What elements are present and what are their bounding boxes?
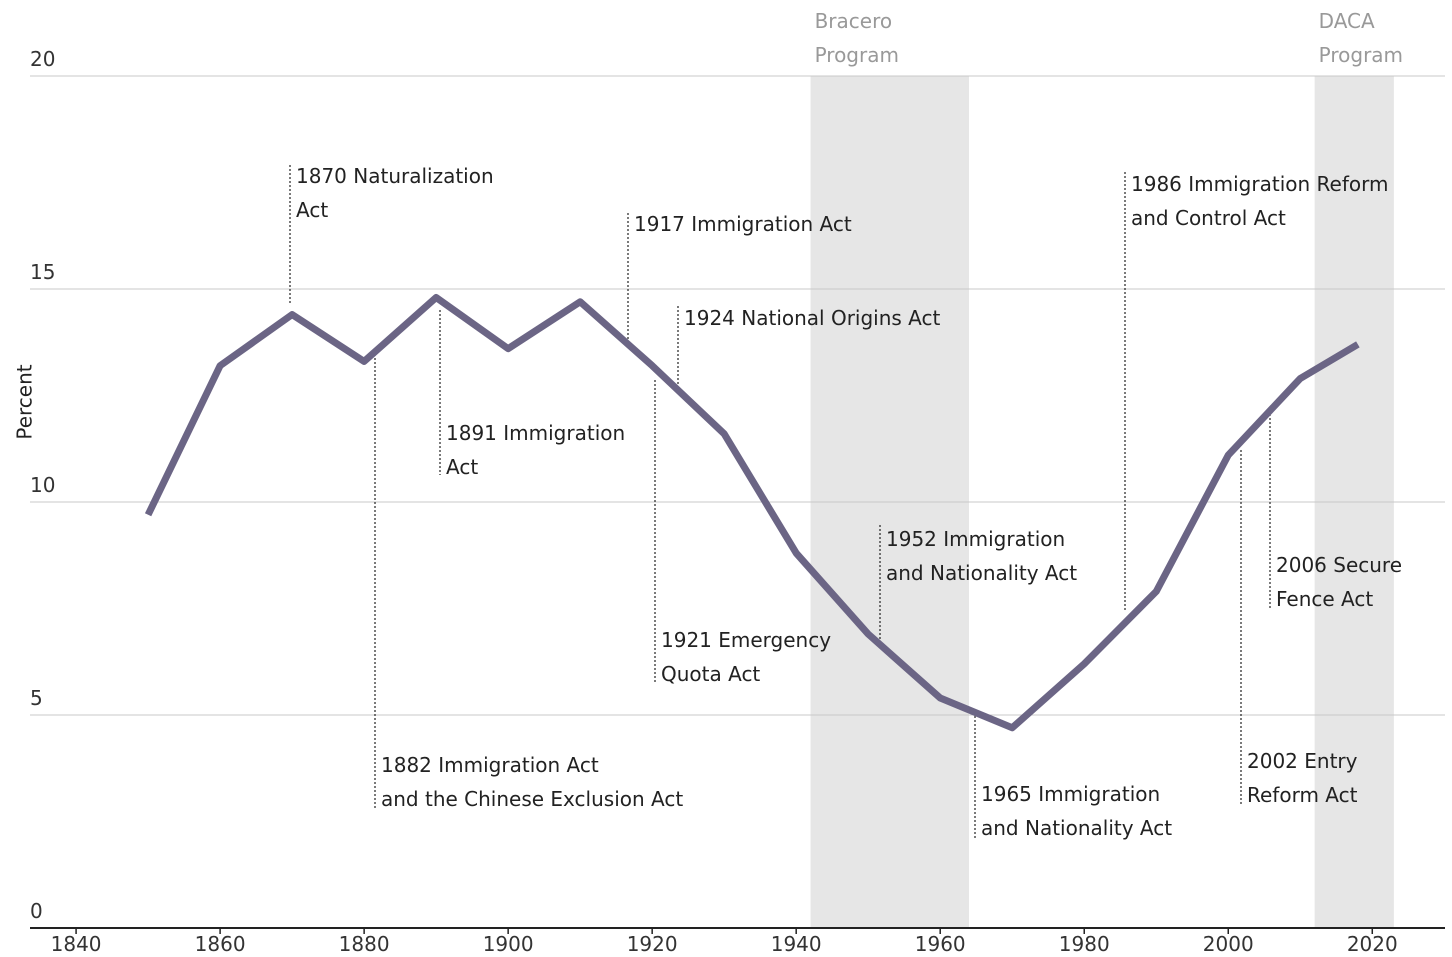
x-tick-label: 2020 — [1347, 932, 1398, 956]
annotation-text: 2006 Secure — [1276, 553, 1402, 577]
y-axis-label: Percent — [13, 364, 37, 439]
annotation-text: 1921 Emergency — [661, 628, 831, 652]
y-tick-label: 10 — [30, 473, 55, 497]
band-label: Program — [1319, 43, 1403, 67]
annotation-text: 1952 Immigration — [886, 527, 1065, 551]
y-tick-label: 0 — [30, 899, 43, 923]
x-tick-label: 1860 — [195, 932, 246, 956]
annotation-text: 1870 Naturalization — [296, 164, 494, 188]
annotation-text: 1965 Immigration — [981, 782, 1160, 806]
annotation-text: 1924 National Origins Act — [684, 306, 941, 330]
y-tick-label: 20 — [30, 47, 55, 71]
annotation-text: Act — [296, 198, 328, 222]
annotation-text: and Nationality Act — [981, 816, 1172, 840]
y-tick-label: 5 — [30, 686, 43, 710]
annotation-text: and Control Act — [1131, 206, 1286, 230]
annotation-text: Fence Act — [1276, 587, 1373, 611]
annotation-text: 1986 Immigration Reform — [1131, 172, 1388, 196]
x-tick-label: 1840 — [51, 932, 102, 956]
annotation-text: Quota Act — [661, 662, 760, 686]
band-label: DACA — [1319, 9, 1375, 33]
x-tick-label: 2000 — [1203, 932, 1254, 956]
annotation-text: and the Chinese Exclusion Act — [381, 787, 683, 811]
annotation-text: Act — [446, 455, 478, 479]
band-label: Bracero — [815, 9, 893, 33]
x-tick-label: 1920 — [627, 932, 678, 956]
x-tick-label: 1960 — [915, 932, 966, 956]
band-label: Program — [815, 43, 899, 67]
annotation-text: and Nationality Act — [886, 561, 1077, 585]
annotation-text: 2002 Entry — [1247, 749, 1358, 773]
x-tick-label: 1980 — [1059, 932, 1110, 956]
annotation-text: 1882 Immigration Act — [381, 753, 599, 777]
data-line — [144, 294, 1360, 732]
annotation-text: 1891 Immigration — [446, 421, 625, 445]
annotation-text: Reform Act — [1247, 783, 1358, 807]
y-tick-label: 15 — [30, 260, 55, 284]
x-tick-label: 1900 — [483, 932, 534, 956]
x-tick-label: 1880 — [339, 932, 390, 956]
x-tick-label: 1940 — [771, 932, 822, 956]
annotation-text: 1917 Immigration Act — [634, 212, 852, 236]
